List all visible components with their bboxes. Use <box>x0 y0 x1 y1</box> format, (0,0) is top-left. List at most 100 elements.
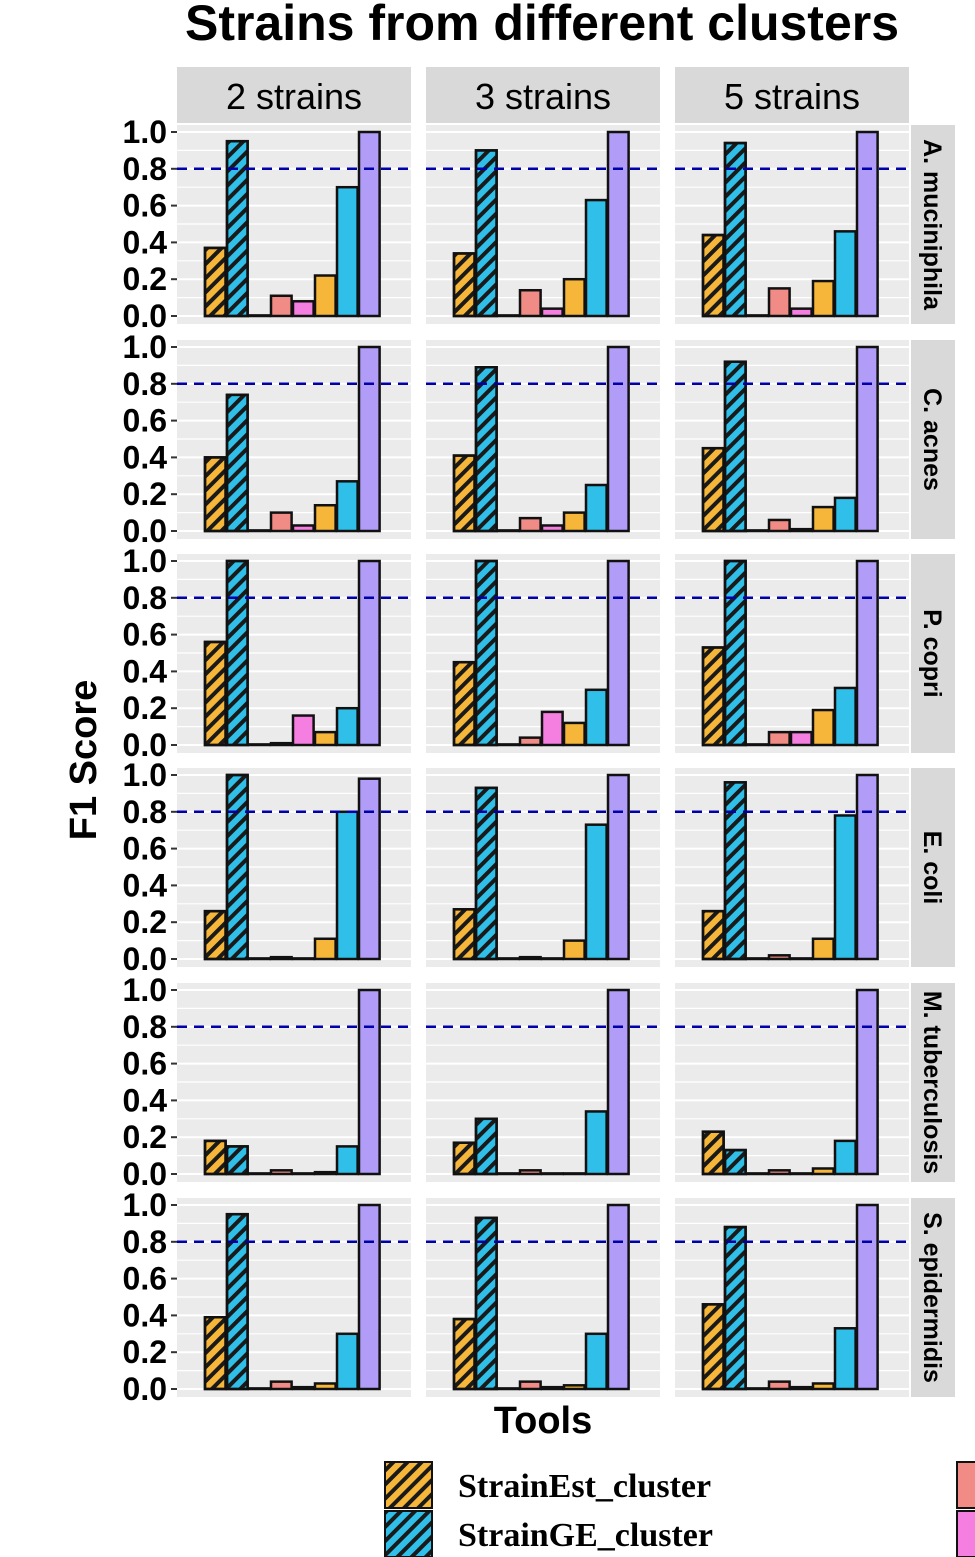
bar <box>335 480 359 533</box>
bar <box>540 710 564 747</box>
y-tick-label: 0.0 <box>123 513 167 549</box>
y-tick-label: 0.6 <box>123 831 167 867</box>
bar <box>855 773 879 961</box>
bar <box>767 518 791 533</box>
bar-hatch <box>701 1130 725 1176</box>
bar <box>745 529 769 533</box>
bar-hatch <box>225 139 249 318</box>
bar-hatch <box>723 781 747 961</box>
legend-key-hatch <box>384 1510 433 1557</box>
bar <box>767 287 791 318</box>
bar <box>811 708 835 747</box>
bar-hatch <box>474 1216 498 1391</box>
y-tick-label: 0.0 <box>123 298 167 334</box>
bar <box>335 185 359 318</box>
bar-hatch <box>723 1148 747 1176</box>
bar <box>606 345 630 533</box>
bar <box>291 714 315 747</box>
bar <box>357 1203 381 1391</box>
y-tick-label: 0.4 <box>123 653 168 689</box>
row-strip-label: M. tuberculosis <box>918 991 946 1174</box>
bar <box>855 1203 879 1391</box>
bar <box>518 288 542 318</box>
bar <box>269 511 293 533</box>
bar <box>606 130 630 318</box>
bar-hatch <box>203 246 227 318</box>
bar-hatch <box>452 252 476 318</box>
bar <box>833 686 857 747</box>
bar <box>789 1385 813 1391</box>
y-tick-label: 0.0 <box>123 941 167 977</box>
legend-label: StrainEst_cluster <box>458 1468 711 1505</box>
bar <box>540 524 564 533</box>
bar <box>562 277 586 318</box>
legend-key <box>956 1510 975 1557</box>
row-strip <box>911 768 955 967</box>
bar-hatch <box>701 446 725 533</box>
bar-hatch <box>452 660 476 747</box>
bar <box>518 1169 542 1176</box>
bar <box>335 706 359 747</box>
bar <box>335 810 359 961</box>
bar <box>313 274 337 318</box>
bar-hatch <box>723 1225 747 1391</box>
bar <box>606 1203 630 1391</box>
y-tick-label: 1.0 <box>123 972 167 1008</box>
bar-hatch <box>452 1141 476 1176</box>
bar-hatch <box>225 559 249 747</box>
y-tick-label: 0.2 <box>123 1334 167 1370</box>
bar <box>562 939 586 961</box>
bar <box>789 957 813 961</box>
bar <box>335 1145 359 1176</box>
x-axis-title: Tools <box>494 1400 593 1442</box>
bar <box>833 1327 857 1391</box>
row-strip <box>911 554 955 753</box>
y-tick-label: 0.2 <box>123 690 167 726</box>
bar <box>811 1167 835 1176</box>
row-strip-label: E. coli <box>918 831 946 905</box>
bar-hatch <box>225 1145 249 1176</box>
bar <box>606 988 630 1176</box>
bar-hatch <box>474 149 498 318</box>
bar <box>269 1380 293 1391</box>
bar <box>584 483 608 533</box>
row-strip-label: A. muciniphila <box>918 139 946 311</box>
bar <box>584 823 608 961</box>
bar-hatch <box>203 1139 227 1176</box>
y-tick-label: 0.0 <box>123 1156 167 1192</box>
bar <box>540 1385 564 1391</box>
bar <box>269 294 293 318</box>
legend-label: StrainGE_cluster <box>458 1517 713 1554</box>
row-strip-label: S. epidermidis <box>918 1212 946 1383</box>
column-strip-label: 2 strains <box>226 76 362 117</box>
y-tick-label: 1.0 <box>123 757 167 793</box>
legend-key-hatch <box>384 1461 433 1509</box>
bar <box>811 279 835 318</box>
bar <box>540 1172 564 1176</box>
bar <box>247 529 271 533</box>
column-strip-label: 5 strains <box>724 76 860 117</box>
bar <box>313 503 337 533</box>
bar <box>357 988 381 1176</box>
bar <box>291 524 315 533</box>
row-strip-label: C. acnes <box>918 388 946 491</box>
bar <box>291 957 315 961</box>
bar <box>247 1387 271 1391</box>
legend: StrainEst_cluster StrainGE_cluster <box>384 1461 975 1557</box>
bar <box>357 559 381 747</box>
bar <box>496 1172 520 1176</box>
bar <box>313 1170 337 1176</box>
bar <box>855 988 879 1176</box>
bar <box>247 1172 271 1176</box>
y-tick-label: 0.4 <box>123 867 168 903</box>
bar <box>855 559 879 747</box>
bar-hatch <box>701 909 725 961</box>
bar-hatch <box>701 1303 725 1391</box>
bar-hatch <box>225 393 249 533</box>
bar <box>833 1139 857 1176</box>
bar <box>745 1387 769 1391</box>
column-strip <box>675 67 909 123</box>
y-tick-label: 0.8 <box>123 1009 167 1045</box>
chart-title: Strains from different clusters <box>185 0 899 51</box>
y-tick-label: 0.0 <box>123 727 167 763</box>
